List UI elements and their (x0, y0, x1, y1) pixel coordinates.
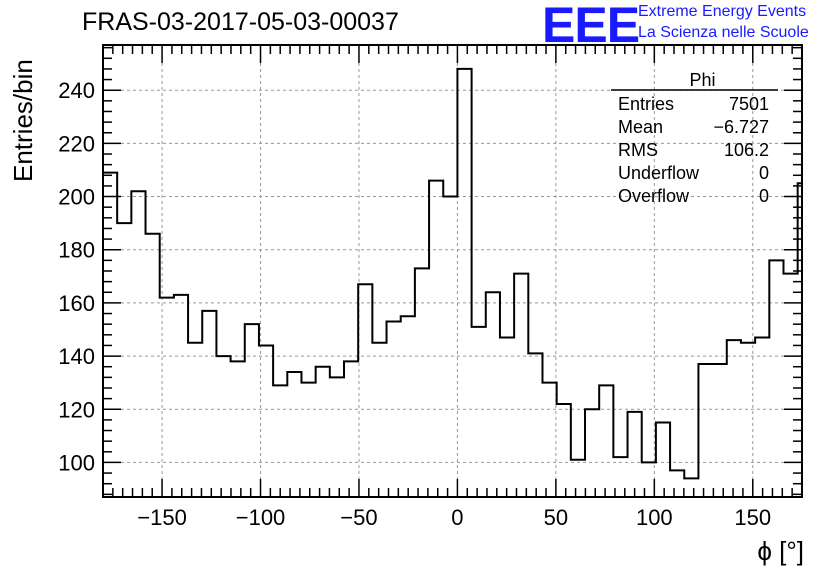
stats-value: 0 (759, 163, 769, 183)
y-tick-label: 140 (58, 344, 95, 369)
histogram-bin (727, 340, 741, 497)
histogram-bin (245, 324, 259, 497)
histogram-bin (684, 478, 698, 497)
stats-label: Underflow (618, 163, 700, 183)
histogram-bin (500, 337, 514, 497)
histogram-bin (486, 292, 500, 497)
histogram-bin (769, 260, 783, 497)
x-tick-label: 100 (636, 505, 673, 530)
histogram-bin (387, 322, 401, 497)
x-tick-label: −150 (137, 505, 187, 530)
histogram-bin (557, 404, 571, 497)
histogram-bin (202, 311, 216, 497)
y-tick-label: 100 (58, 450, 95, 475)
x-tick-label: −100 (236, 505, 286, 530)
histogram-bin (656, 423, 670, 497)
tick-labels: −150 −100 −50 0 50 100 150 100 120 140 160 180 200 22… (58, 78, 771, 530)
histogram-bin (628, 412, 642, 497)
org-name-line1: Extreme Energy Events (638, 3, 807, 20)
histogram-bin (457, 69, 471, 497)
stats-value: 7501 (729, 94, 769, 114)
axis-ticks (103, 45, 803, 497)
histogram-bin (401, 316, 415, 497)
histogram-bin (755, 337, 769, 497)
stats-value: 106.2 (724, 140, 769, 160)
stats-label: RMS (618, 140, 658, 160)
histogram-bin (301, 383, 315, 497)
histogram-bin (259, 345, 273, 497)
histogram-bin (146, 234, 160, 497)
histogram-bin (174, 295, 188, 497)
y-tick-label: 220 (58, 131, 95, 156)
histogram-bin (698, 364, 712, 497)
histogram-series (102, 67, 802, 497)
histogram-bin (358, 284, 372, 497)
y-tick-label: 160 (58, 291, 95, 316)
stats-label: Mean (618, 117, 663, 137)
histogram-bin (216, 356, 230, 497)
y-tick-label: 120 (58, 397, 95, 422)
histogram-bin (131, 191, 145, 497)
histogram-bin (670, 470, 684, 497)
y-tick-label: 180 (58, 238, 95, 263)
histogram-bin (160, 298, 174, 497)
stats-label: Overflow (618, 186, 690, 206)
y-tick-label: 200 (58, 185, 95, 210)
histogram-bin (585, 409, 599, 497)
histogram-outline (102, 67, 802, 497)
histogram-bin (117, 223, 131, 497)
histogram-bin (415, 268, 429, 497)
x-tick-label: 0 (451, 505, 463, 530)
histogram-bin (443, 197, 457, 497)
histogram-bin (372, 343, 386, 497)
histogram-bin (741, 343, 755, 497)
x-tick-label: −50 (340, 505, 377, 530)
histogram-bin (713, 364, 727, 497)
histogram-bin (472, 327, 486, 497)
y-axis-label: Entries/bin (8, 59, 38, 182)
stats-value: −6.727 (713, 117, 769, 137)
org-name-line2: La Scienza nelle Scuole (638, 24, 809, 41)
histogram-bin (287, 372, 301, 497)
x-tick-label: 150 (734, 505, 771, 530)
histogram-bin (273, 385, 287, 497)
histogram-bin (542, 383, 556, 497)
histogram-bin (330, 377, 344, 497)
histogram-bin (188, 343, 202, 497)
histogram-bin (231, 361, 245, 497)
chart-title: FRAS-03-2017-05-03-00037 (82, 8, 399, 36)
histogram-bin (514, 274, 528, 497)
histogram-bin (783, 274, 797, 497)
x-tick-label: 50 (544, 505, 568, 530)
histogram-bin (316, 367, 330, 497)
eee-logo: EEE (542, 0, 640, 53)
histogram-bin (571, 460, 585, 497)
stats-label: Entries (618, 94, 674, 114)
histogram-bin (528, 353, 542, 497)
stats-value: 0 (759, 186, 769, 206)
histogram-bin (599, 385, 613, 497)
histogram-bin (344, 361, 358, 497)
histogram-bin (429, 181, 443, 497)
x-axis-label: ϕ [°] (757, 536, 804, 566)
stats-title: Phi (689, 70, 715, 90)
y-tick-label: 240 (58, 78, 95, 103)
stats-box: Phi Entries 7501 Mean −6.727 RMS 106.2 Underflo… (611, 70, 778, 206)
